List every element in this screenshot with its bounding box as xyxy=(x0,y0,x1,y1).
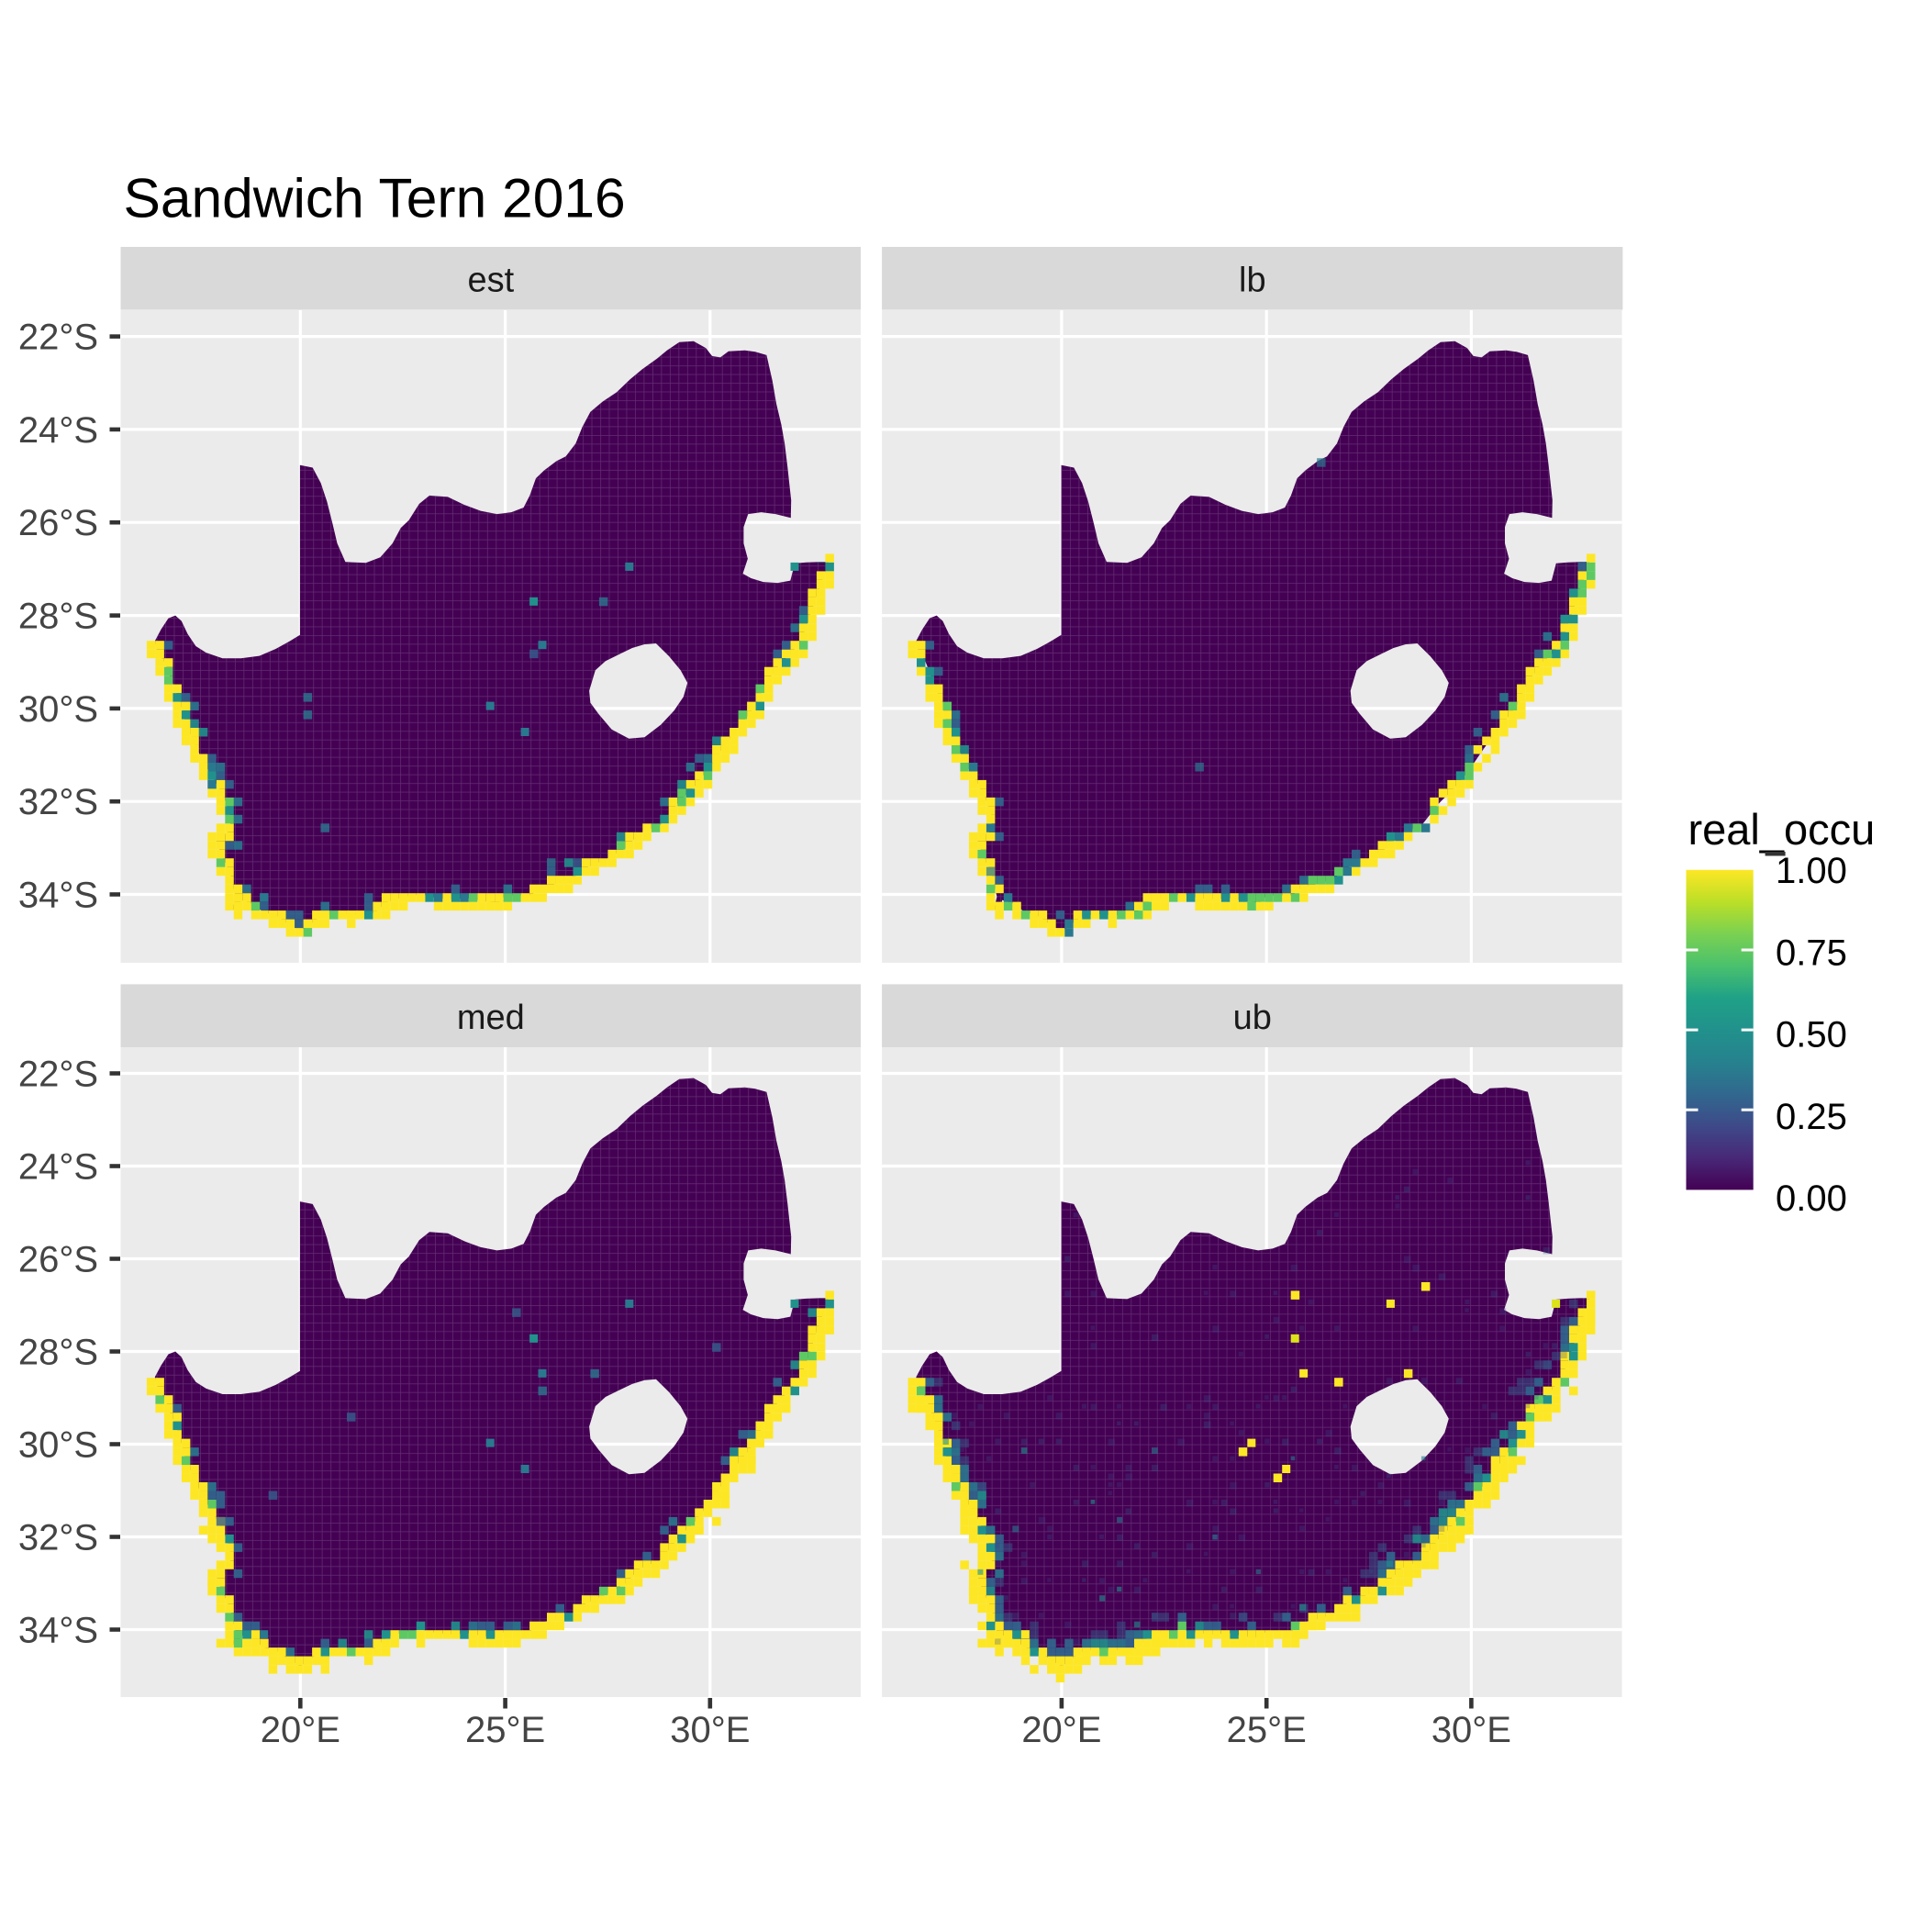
svg-text:med: med xyxy=(457,999,525,1037)
svg-text:26°S: 26°S xyxy=(18,1240,98,1280)
svg-text:28°S: 28°S xyxy=(18,1333,98,1373)
svg-text:24°S: 24°S xyxy=(18,410,98,451)
svg-text:0.50: 0.50 xyxy=(1776,1015,1847,1055)
svg-text:30°E: 30°E xyxy=(670,1710,750,1750)
svg-text:0.00: 0.00 xyxy=(1776,1178,1847,1219)
svg-text:22°S: 22°S xyxy=(18,1055,98,1095)
svg-text:34°S: 34°S xyxy=(18,876,98,916)
svg-text:ub: ub xyxy=(1233,999,1272,1037)
svg-text:25°E: 25°E xyxy=(1227,1710,1307,1750)
svg-text:26°S: 26°S xyxy=(18,503,98,543)
svg-text:1.00: 1.00 xyxy=(1776,851,1847,891)
svg-text:20°E: 20°E xyxy=(261,1710,340,1750)
svg-text:0.25: 0.25 xyxy=(1776,1097,1847,1137)
svg-text:real_occu: real_occu xyxy=(1688,805,1876,854)
svg-text:28°S: 28°S xyxy=(18,597,98,637)
svg-text:30°E: 30°E xyxy=(1431,1710,1511,1750)
svg-text:30°S: 30°S xyxy=(18,689,98,730)
svg-text:24°S: 24°S xyxy=(18,1147,98,1188)
svg-text:est: est xyxy=(467,262,514,300)
svg-text:32°S: 32°S xyxy=(18,782,98,822)
svg-text:Sandwich Tern 2016: Sandwich Tern 2016 xyxy=(124,167,626,229)
svg-text:30°S: 30°S xyxy=(18,1425,98,1466)
svg-text:25°E: 25°E xyxy=(465,1710,545,1750)
svg-text:lb: lb xyxy=(1239,262,1266,300)
svg-text:0.75: 0.75 xyxy=(1776,932,1847,973)
svg-text:32°S: 32°S xyxy=(18,1518,98,1558)
svg-text:22°S: 22°S xyxy=(18,318,98,358)
svg-text:20°E: 20°E xyxy=(1021,1710,1101,1750)
svg-text:34°S: 34°S xyxy=(18,1611,98,1651)
